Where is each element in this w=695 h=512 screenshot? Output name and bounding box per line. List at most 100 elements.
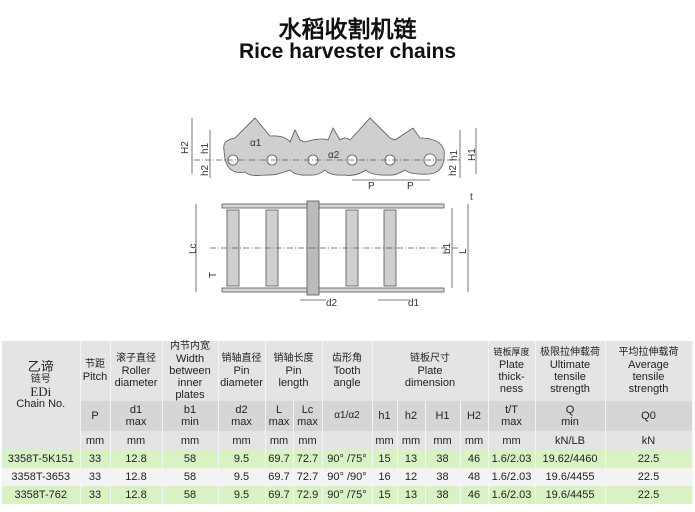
plate-thickness-header: 链板厚度 Plate thick-ness (488, 341, 536, 401)
label-d1: d1 (408, 298, 420, 309)
label-alpha1: α1 (250, 138, 262, 149)
unit: mm (162, 431, 219, 450)
table-cell: 1.6/2.03 (488, 450, 536, 468)
table-cell: 12 (397, 468, 426, 486)
symbol-h2: h2 (397, 401, 426, 431)
pitch-header: 节距 Pitch (80, 341, 111, 401)
table-cell: 90° /75° (322, 486, 373, 504)
table-cell: 19.6/4455 (535, 486, 606, 504)
table-cell: 22.5 (605, 450, 693, 468)
unit: kN/LB (535, 431, 606, 450)
table-cell: 9.5 (218, 486, 266, 504)
table-cell: 12.8 (110, 468, 163, 486)
unit: mm (110, 431, 163, 450)
unit: mm (397, 431, 426, 450)
table-cell: 46 (460, 486, 489, 504)
table-cell: 12.8 (110, 486, 163, 504)
table-row: 3358T-762 33 12.8 58 9.5 69.7 72.9 90° /75° 15 13… (2, 486, 693, 504)
table-cell: 69.7 (265, 486, 294, 504)
table-row: 3358T-3653 33 12.8 58 9.5 69.7 72.7 90° /90° 16 1… (2, 468, 693, 486)
unit: mm (265, 431, 294, 450)
table-cell: 16 (372, 468, 398, 486)
table-cell: 22.5 (605, 468, 693, 486)
table-cell: 58 (162, 468, 219, 486)
spec-table: 乙谛 链号 EDi Chain No. 节距 Pitch 滚子直径 Roller d… (2, 341, 693, 504)
label-t: t (470, 192, 473, 203)
header-row-names: 乙谛 链号 EDi Chain No. 节距 Pitch 滚子直径 Roller d… (2, 341, 693, 431)
chain-no-cell: 3358T-5K151 (2, 450, 81, 468)
label-P: P (407, 181, 414, 192)
label-h2-left: h2 (200, 164, 211, 176)
table-cell: 1.6/2.03 (488, 486, 536, 504)
symbol-H1: H1 (425, 401, 461, 431)
chain-no-cell: 3358T-762 (2, 486, 81, 504)
chain-no-cell: 3358T-3653 (2, 468, 81, 486)
label-H2: H2 (180, 141, 191, 154)
symbol-h1: h1 (372, 401, 398, 431)
table-cell: 38 (425, 450, 461, 468)
symbol-d2: d2 max (218, 401, 266, 431)
unit (322, 431, 373, 450)
chain-no-en: Chain No. (16, 398, 66, 410)
label-h2-right: h2 (448, 164, 459, 176)
label-T: T (208, 272, 219, 278)
chain-no-cn: 链号 (30, 374, 51, 385)
chain-no-header: 乙谛 链号 EDi Chain No. (2, 341, 81, 431)
table-cell: 1.6/2.03 (488, 468, 536, 486)
symbol-Q0: Q0 (605, 401, 693, 431)
unit: mm (80, 431, 111, 450)
table-cell: 33 (80, 468, 111, 486)
symbol-d1: d1 max (110, 401, 163, 431)
unit: kN (605, 431, 693, 450)
plate-dimension-header: 链板尺寸 Plate dimension (372, 341, 489, 401)
pin-diameter-header: 销轴直径 Pin diameter (218, 341, 266, 401)
table-cell: 15 (372, 486, 398, 504)
unit: mm (293, 431, 323, 450)
unit: mm (372, 431, 398, 450)
table-cell: 58 (162, 486, 219, 504)
top-view-labels: t Lc T b1 L d2 d1 (188, 192, 473, 309)
page-title-english: Rice harvester chains (238, 40, 457, 63)
symbol-alpha: α1/α2 (322, 401, 373, 431)
label-alpha2: α2 (328, 150, 340, 161)
table-cell: 15 (372, 450, 398, 468)
table-cell: 72.7 (293, 450, 323, 468)
label-d2: d2 (326, 298, 338, 309)
table-cell: 19.6/4455 (535, 468, 606, 486)
brand-cn: 乙谛 (27, 360, 54, 375)
top-view (195, 200, 469, 301)
side-view-labels: H2 h1 h2 α1 α2 h1 h2 H1 P P (180, 138, 478, 192)
table-cell: 58 (162, 450, 219, 468)
page-title-chinese: 水稻收割机链 (278, 17, 417, 43)
table-cell: 48 (460, 468, 489, 486)
table-row: 3358T-5K151 33 12.8 58 9.5 69.7 72.7 90° /75° 15… (2, 450, 693, 468)
unit: mm (488, 431, 536, 450)
table-cell: 46 (460, 450, 489, 468)
table-cell: 38 (425, 486, 461, 504)
label-H1: H1 (467, 148, 478, 161)
pin-length-header: 销轴长度 Pin length (265, 341, 323, 401)
symbol-H2: H2 (460, 401, 489, 431)
side-view (191, 117, 477, 181)
symbol-P: P (80, 401, 111, 431)
header-row-units: mm mm mm mm mm mm mm mm mm mm mm kN/LB k… (2, 431, 693, 450)
chain-diagram: H2 h1 h2 α1 α2 h1 h2 H1 P P t Lc T b1 L … (180, 117, 478, 309)
ultimate-strength-header: 极限拉伸载荷 Ultimate tensile strength (535, 341, 606, 401)
table-cell: 19.62/4460 (535, 450, 606, 468)
table-cell: 9.5 (218, 450, 266, 468)
symbol-b1: b1 min (162, 401, 219, 431)
table-cell: 69.7 (265, 468, 294, 486)
table-cell: 90° /90° (322, 468, 373, 486)
label-h1-right: h1 (449, 149, 460, 161)
table-cell: 33 (80, 450, 111, 468)
table-cell: 33 (80, 486, 111, 504)
unit: mm (425, 431, 461, 450)
symbol-tT: t/T max (488, 401, 536, 431)
table-cell: 13 (397, 486, 426, 504)
label-Lc: Lc (188, 243, 199, 254)
unit: mm (218, 431, 266, 450)
label-L: L (458, 248, 469, 254)
